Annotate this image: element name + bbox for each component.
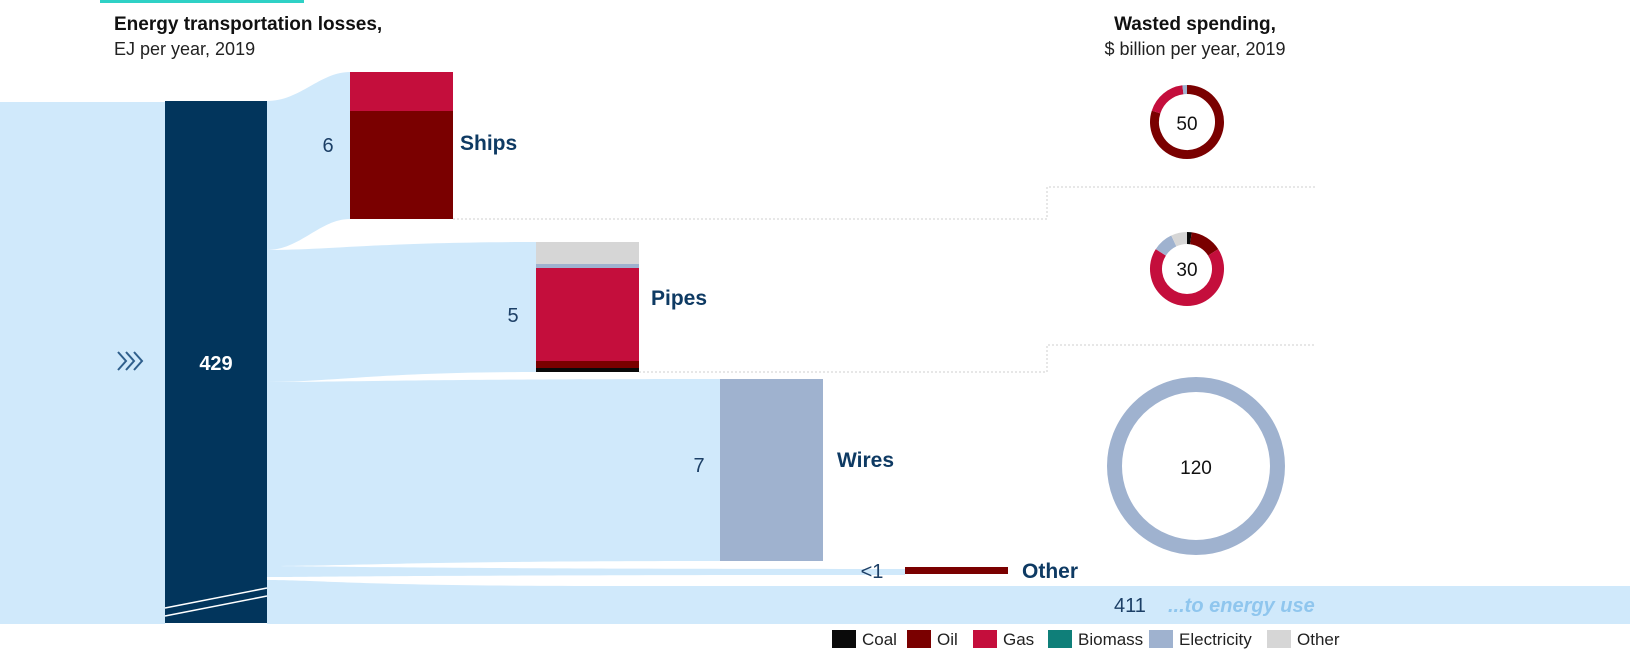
legend-label-coal: Coal	[862, 630, 897, 649]
ships-label: Ships	[460, 132, 517, 155]
legend-swatch-gas	[973, 630, 997, 648]
pipes-other-segment	[536, 242, 639, 264]
legend-label-biomass: Biomass	[1078, 630, 1143, 649]
pipes-coal-segment	[536, 368, 639, 372]
donut-pipes-oil	[1189, 232, 1219, 256]
accent-line	[100, 0, 304, 3]
chart-title: Energy transportation losses,	[114, 14, 382, 35]
pipes-electricity-segment	[536, 264, 639, 268]
energy-use-value: 411	[1114, 595, 1146, 617]
flow-bands	[0, 72, 1630, 624]
donut-pipes-electricity	[1155, 235, 1177, 256]
spending-title: Wasted spending,	[1114, 14, 1276, 35]
ships-value: 6	[322, 135, 333, 157]
other-value: <1	[861, 561, 884, 583]
donut-wires-electricity	[1107, 377, 1285, 555]
legend-label-other: Other	[1297, 630, 1340, 649]
legend-label-electricity: Electricity	[1179, 630, 1252, 649]
legend: Coal Oil Gas Biomass Electricity Other	[832, 630, 1340, 649]
axis-break-icon	[164, 587, 268, 617]
flow-energy-use	[267, 580, 1630, 624]
total-label: 429	[199, 353, 232, 375]
flow-other	[267, 566, 905, 577]
wires-value: 7	[693, 455, 704, 477]
energy-use-label: ...to energy use	[1168, 595, 1315, 617]
legend-label-gas: Gas	[1003, 630, 1034, 649]
pipes-value: 5	[507, 305, 518, 327]
other-label: Other	[1022, 560, 1078, 583]
legend-swatch-other	[1267, 630, 1291, 648]
flow-wires	[267, 379, 720, 566]
legend-swatch-coal	[832, 630, 856, 648]
donut-ships-oil	[1150, 85, 1224, 159]
pipes-oil-segment	[536, 361, 639, 368]
ships-oil-segment	[350, 111, 453, 219]
incoming-flow	[0, 102, 165, 624]
ships-spending-value: 50	[1176, 114, 1197, 135]
pipes-spending-value: 30	[1176, 260, 1197, 281]
wires-label: Wires	[837, 449, 894, 472]
legend-swatch-biomass	[1048, 630, 1072, 648]
pipes-bar	[536, 242, 639, 372]
flow-pipes	[267, 242, 536, 382]
donut-ships-gas	[1151, 85, 1184, 114]
spending-subtitle: $ billion per year, 2019	[1104, 39, 1285, 59]
flow-ships	[267, 72, 350, 250]
wires-bar	[720, 379, 823, 561]
donut-pipes-gas	[1150, 249, 1224, 306]
ships-gas-segment	[350, 72, 453, 111]
spending-donuts	[1107, 85, 1285, 555]
legend-label-oil: Oil	[937, 630, 958, 649]
legend-swatch-oil	[907, 630, 931, 648]
wires-spending-value: 120	[1180, 458, 1212, 479]
ships-bar	[350, 72, 453, 219]
chart-subtitle: EJ per year, 2019	[114, 39, 255, 59]
pipes-gas-segment	[536, 268, 639, 361]
other-bar	[905, 567, 1008, 574]
chevron-icon	[117, 351, 144, 371]
total-bar	[165, 101, 267, 623]
legend-swatch-electricity	[1149, 630, 1173, 648]
donut-pipes-other	[1171, 232, 1188, 247]
connector-lines	[453, 186, 1316, 373]
pipes-label: Pipes	[651, 287, 707, 310]
